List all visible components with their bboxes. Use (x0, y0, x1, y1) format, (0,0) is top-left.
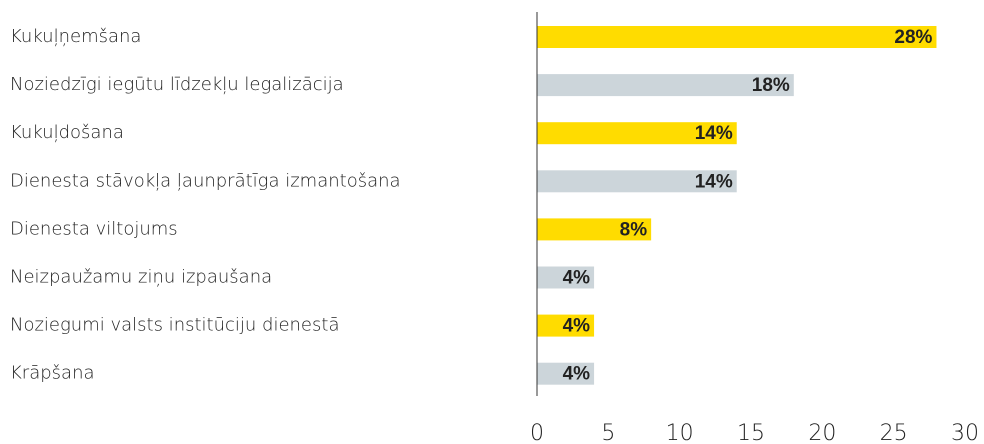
category-label: Noziedzīgi iegūtu līdzekļu legalizācija (10, 74, 344, 95)
x-tick-label: 30 (951, 421, 979, 444)
bar (537, 266, 595, 289)
value-label: 18% (752, 75, 790, 96)
category-label: Krāpšana (10, 363, 95, 384)
category-label: Dienesta stāvokļa ļaunprātīga izmantošan… (10, 170, 401, 191)
category-label: Kukuļņemšana (10, 26, 141, 47)
x-tick-label: 5 (601, 421, 615, 444)
x-tick-label: 20 (808, 421, 836, 444)
bar (537, 218, 652, 241)
category-label: Kukuļdošana (10, 122, 124, 143)
x-tick-label: 25 (880, 421, 908, 444)
value-label: 14% (695, 123, 733, 144)
x-tick-label: 10 (666, 421, 694, 444)
bar (537, 170, 737, 193)
x-tick-label: 15 (737, 421, 765, 444)
bar (537, 122, 737, 145)
category-label: Neizpaužamu ziņu izpaušana (10, 267, 272, 288)
bar (537, 362, 595, 385)
x-tick-label: 0 (530, 421, 544, 444)
bar (537, 74, 794, 97)
value-label: 4% (563, 268, 591, 289)
value-label: 8% (620, 219, 648, 240)
value-label: 4% (563, 364, 591, 385)
value-label: 14% (695, 171, 733, 192)
category-label: Dienesta viltojums (10, 218, 178, 239)
bar (537, 26, 937, 48)
bar (537, 314, 595, 337)
category-label: Noziegumi valsts institūciju dienestā (10, 315, 339, 336)
value-label: 28% (894, 27, 932, 48)
value-label: 4% (563, 316, 591, 337)
